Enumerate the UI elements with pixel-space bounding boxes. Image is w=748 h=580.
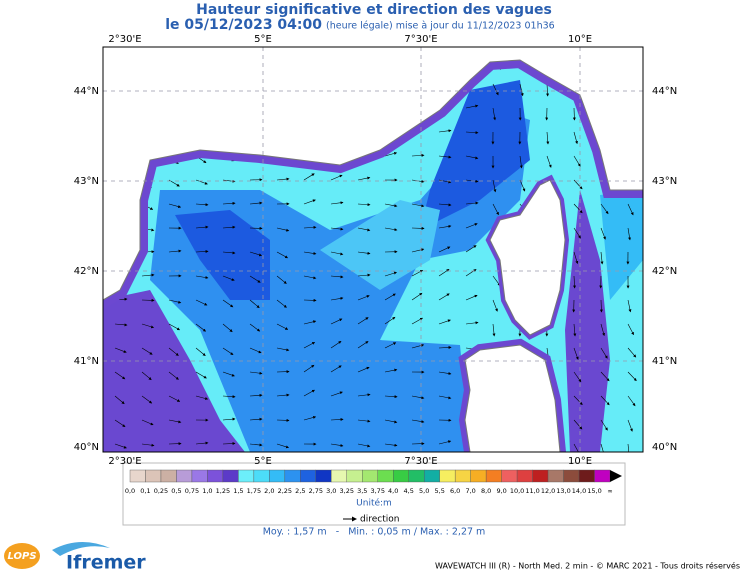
lon-label: 7°30'E xyxy=(404,34,437,45)
colorbar-swatch xyxy=(192,470,207,482)
colorbar-swatch xyxy=(486,470,501,482)
colorbar-label: 4,5 xyxy=(404,487,414,495)
colorbar-swatch xyxy=(378,470,393,482)
colorbar-swatch xyxy=(207,470,222,482)
colorbar-swatch xyxy=(471,470,486,482)
unit: Unité:m xyxy=(356,498,392,509)
update-note: (heure légale) mise à jour du 11/12/2023… xyxy=(326,21,555,32)
lon-label: 7°30'E xyxy=(404,456,437,467)
colorbar-label: 4,0 xyxy=(388,487,398,495)
lat-label: 44°N xyxy=(74,86,99,97)
colorbar-swatch xyxy=(455,470,470,482)
colorbar-swatch xyxy=(424,470,439,482)
colorbar-swatch xyxy=(238,470,253,482)
colorbar-swatch xyxy=(502,470,517,482)
colorbar-swatch xyxy=(393,470,408,482)
colorbar-label: 2,5 xyxy=(295,487,305,495)
colorbar-swatch xyxy=(254,470,269,482)
colorbar-label: 0,75 xyxy=(185,487,199,495)
colorbar-swatch xyxy=(517,470,532,482)
lat-label: 41°N xyxy=(74,356,99,367)
colorbar-swatch xyxy=(409,470,424,482)
lat-label: 40°N xyxy=(652,442,677,453)
lon-label: 2°30'E xyxy=(108,34,141,45)
colorbar-label: 0,1 xyxy=(140,487,150,495)
lon-label: 5°E xyxy=(254,456,272,467)
colorbar-label: 1,75 xyxy=(247,487,261,495)
ifremer-text: Ifremer xyxy=(66,552,146,574)
colorbar-label: 8,0 xyxy=(481,487,491,495)
date: le 05/12/2023 04:00 xyxy=(165,17,322,33)
title: Hauteur significative et direction des v… xyxy=(196,2,552,18)
colorbar-label: 1,25 xyxy=(216,487,230,495)
lon-label: 2°30'E xyxy=(108,456,141,467)
colorbar-label: 5,0 xyxy=(419,487,429,495)
lat-label: 44°N xyxy=(652,86,677,97)
lon-label: 5°E xyxy=(254,34,272,45)
colorbar-label: 11,0 xyxy=(525,487,539,495)
colorbar-swatch xyxy=(595,470,610,482)
colorbar-swatch xyxy=(362,470,377,482)
colorbar-label: 13,0 xyxy=(556,487,570,495)
colorbar-swatch xyxy=(440,470,455,482)
colorbar-swatch xyxy=(269,470,284,482)
colorbar-swatch xyxy=(579,470,594,482)
lat-label: 43°N xyxy=(74,176,99,187)
lops-text: LOPS xyxy=(7,551,36,562)
colorbar-label: 5,5 xyxy=(435,487,445,495)
lat-label: 43°N xyxy=(652,176,677,187)
colorbar-label: 2,75 xyxy=(309,487,323,495)
colorbar-label: 2,25 xyxy=(278,487,292,495)
colorbar-swatch xyxy=(316,470,331,482)
footer: WAVEWATCH III (R) - North Med. 2 min - ©… xyxy=(435,561,740,571)
colorbar-swatch xyxy=(300,470,315,482)
colorbar-swatch xyxy=(331,470,346,482)
colorbar-swatch xyxy=(176,470,191,482)
lat-label: 42°N xyxy=(652,266,677,277)
lon-label: 10°E xyxy=(568,456,592,467)
lon-label: 10°E xyxy=(568,34,592,45)
colorbar-swatch xyxy=(130,470,145,482)
colorbar-label: ∞ xyxy=(607,487,612,495)
colorbar-swatch xyxy=(347,470,362,482)
colorbar-swatch xyxy=(145,470,160,482)
colorbar-label: 1,5 xyxy=(233,487,243,495)
colorbar-label: 3,0 xyxy=(326,487,336,495)
colorbar-label: 15,0 xyxy=(587,487,601,495)
colorbar-label: 7,0 xyxy=(465,487,475,495)
direction-label: direction xyxy=(360,515,399,525)
colorbar-label: 1,0 xyxy=(202,487,212,495)
colorbar-label: 3,25 xyxy=(340,487,354,495)
colorbar-label: 0,5 xyxy=(171,487,181,495)
colorbar-label: 0,25 xyxy=(154,487,168,495)
colorbar-label: 12,0 xyxy=(541,487,555,495)
colorbar-swatch xyxy=(285,470,300,482)
colorbar-label: 2,0 xyxy=(264,487,274,495)
colorbar-label: 3,75 xyxy=(370,487,384,495)
colorbar-label: 9,0 xyxy=(496,487,506,495)
colorbar-label: 3,5 xyxy=(357,487,367,495)
colorbar-swatch xyxy=(223,470,238,482)
stats: Moy. : 1,57 m - Min. : 0,05 m / Max. : 2… xyxy=(263,527,486,538)
map xyxy=(103,47,643,456)
colorbar-swatch xyxy=(564,470,579,482)
lat-label: 40°N xyxy=(74,442,99,453)
colorbar-label: 14,0 xyxy=(572,487,586,495)
lat-label: 41°N xyxy=(652,356,677,367)
colorbar-label: 6,0 xyxy=(450,487,460,495)
lat-label: 42°N xyxy=(74,266,99,277)
colorbar-label: 10,0 xyxy=(510,487,524,495)
colorbar-label: 0,0 xyxy=(125,487,135,495)
colorbar-swatch xyxy=(548,470,563,482)
colorbar-swatch xyxy=(533,470,548,482)
colorbar-swatch xyxy=(161,470,176,482)
